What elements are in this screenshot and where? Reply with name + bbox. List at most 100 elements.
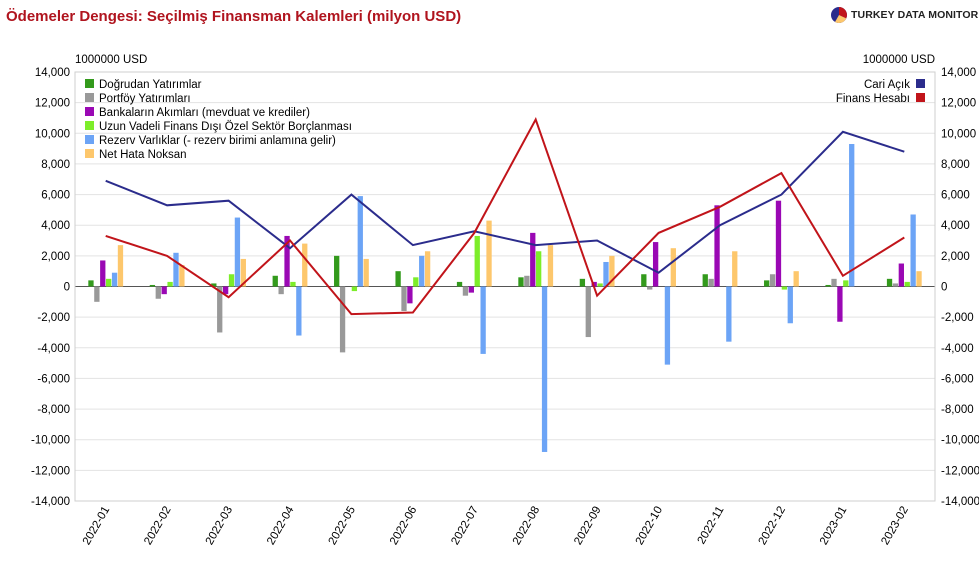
y-tick-label: -14,000 [31, 496, 70, 508]
legend-left: Doğrudan Yatırımlar Portföy Yatırımları Ba… [85, 79, 352, 161]
legend-swatch [85, 79, 94, 88]
x-tick-label: 2022-02 [142, 505, 174, 548]
bar [167, 281, 173, 287]
y-tick-label: 8,000 [941, 159, 970, 171]
bar [843, 280, 849, 287]
bar [363, 258, 369, 287]
bar [217, 286, 223, 333]
series-line [105, 117, 905, 316]
bar [419, 255, 425, 287]
pie-logo-icon [831, 7, 847, 24]
y-tick-label: -2,000 [37, 312, 70, 324]
bar [334, 255, 340, 287]
bar [524, 275, 530, 287]
bar [407, 286, 413, 304]
y-tick-label: 14,000 [941, 67, 976, 79]
legend-label: Net Hata Noksan [99, 149, 187, 161]
bar [664, 286, 671, 365]
bar [916, 271, 922, 287]
y-tick-label: -2,000 [941, 312, 974, 324]
bar [775, 200, 782, 287]
x-tick-label: 2022-12 [757, 505, 789, 548]
y-tick-label: -12,000 [941, 465, 979, 477]
legend-swatch [916, 93, 925, 102]
legend-label: Uzun Vadeli Finans Dışı Özel Sektör Borç… [99, 121, 352, 133]
y-tick-label: 14,000 [35, 67, 70, 79]
y-tick-label: -4,000 [37, 343, 70, 355]
y-tick-label: -12,000 [31, 465, 70, 477]
y-axis-right: 14,000 12,000 10,000 8,000 6,000 4,000 2,000 0 -… [941, 67, 979, 508]
x-tick-label: 2022-08 [511, 505, 543, 548]
bar [579, 278, 586, 287]
x-tick-label: 2023-02 [879, 505, 911, 548]
x-tick-label: 2022-07 [449, 505, 481, 548]
bar [603, 261, 609, 287]
bar [117, 245, 124, 287]
bar [234, 217, 241, 287]
x-tick-label: 2022-11 [696, 505, 727, 547]
y-tick-label: 12,000 [35, 98, 70, 110]
series-line [105, 130, 905, 274]
bar [284, 235, 290, 287]
legend-swatch [85, 135, 94, 144]
bar [609, 255, 615, 287]
y-tick-label: 10,000 [35, 128, 70, 140]
bar [486, 220, 492, 287]
legend-label: Bankaların Akımları (mevduat ve krediler… [99, 107, 310, 119]
bar [547, 245, 554, 287]
bar [708, 278, 714, 287]
y-tick-label: -8,000 [37, 404, 70, 416]
bar [536, 251, 542, 287]
bar [278, 286, 284, 295]
y-tick-label: 2,000 [41, 251, 70, 263]
bar [714, 205, 720, 287]
bar [892, 283, 899, 287]
legend-swatch [85, 93, 94, 102]
bar [211, 283, 217, 287]
bar [100, 260, 106, 287]
bar [702, 274, 708, 287]
bar [161, 286, 167, 295]
legend-label: Finans Hesabı [836, 93, 910, 105]
y-tick-label: -4,000 [941, 343, 974, 355]
y-tick-label: 6,000 [41, 190, 70, 202]
bar [518, 277, 524, 287]
bar [240, 258, 246, 287]
y-tick-label: 8,000 [41, 159, 70, 171]
bar [793, 271, 799, 287]
y-tick-label: 0 [941, 282, 947, 294]
bar [597, 283, 603, 287]
bar [641, 274, 647, 287]
bar [222, 286, 229, 295]
bar [541, 286, 548, 452]
y-tick-label: -6,000 [941, 373, 974, 385]
y-axis-left-unit: 1000000 USD [75, 54, 147, 66]
bar [290, 281, 296, 287]
bar [111, 272, 118, 287]
bar [591, 281, 597, 287]
bar [831, 278, 837, 287]
bar [837, 286, 843, 322]
brand-name: TURKEY DATA MONITOR [851, 9, 979, 21]
bar [456, 281, 463, 287]
line-layer [105, 117, 905, 316]
legend-swatch [85, 121, 94, 130]
legend-label: Portföy Yatırımları [99, 93, 191, 105]
bar [769, 274, 776, 287]
legend-swatch [85, 107, 94, 116]
x-tick-label: 2022-05 [327, 505, 359, 548]
bar [764, 280, 770, 287]
bar [413, 277, 419, 287]
y-tick-label: 0 [64, 282, 70, 294]
bar [357, 196, 363, 287]
bar [530, 232, 536, 287]
x-tick-label: 2022-03 [204, 505, 236, 548]
bar [647, 286, 653, 290]
x-tick-label: 2022-04 [265, 504, 297, 547]
bar [904, 281, 910, 287]
bar [886, 278, 893, 287]
legend-swatch [85, 149, 94, 158]
y-tick-label: 2,000 [941, 251, 970, 263]
bar [585, 286, 591, 338]
